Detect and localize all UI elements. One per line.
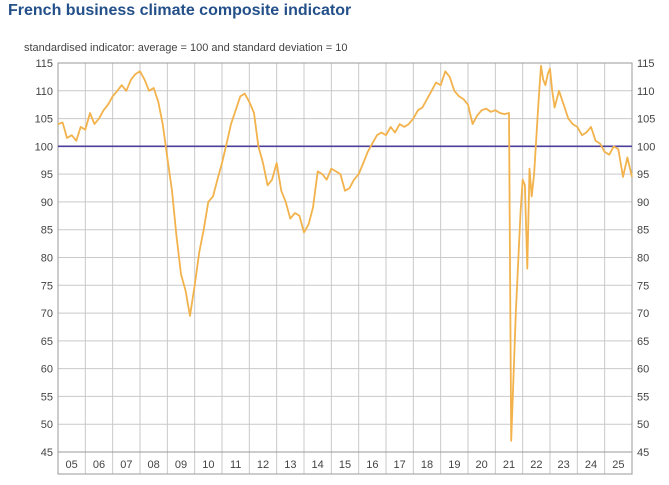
x-tick-label: 24 <box>585 459 597 471</box>
y-tick-label-left: 95 <box>41 169 53 181</box>
x-tick-label: 06 <box>93 459 105 471</box>
chart-title: French business climate composite indica… <box>8 2 352 19</box>
y-tick-label-right: 55 <box>637 391 649 403</box>
x-tick-label: 07 <box>120 459 132 471</box>
y-tick-label-right: 110 <box>637 86 655 98</box>
y-tick-label-left: 105 <box>35 114 53 126</box>
y-tick-label-right: 65 <box>637 336 649 348</box>
x-tick-label: 18 <box>421 459 433 471</box>
x-tick-label: 08 <box>148 459 160 471</box>
y-tick-label-right: 50 <box>637 419 649 431</box>
y-tick-label-left: 80 <box>41 253 53 265</box>
y-tick-label-right: 85 <box>637 225 649 237</box>
x-tick-label: 09 <box>175 459 187 471</box>
x-tick-label: 22 <box>530 459 542 471</box>
y-tick-label-right: 105 <box>637 114 655 126</box>
y-tick-label-left: 55 <box>41 391 53 403</box>
y-tick-label-right: 75 <box>637 280 649 292</box>
x-tick-label: 14 <box>312 459 324 471</box>
x-tick-label: 17 <box>394 459 406 471</box>
plot-frame <box>57 62 633 475</box>
y-tick-label-right: 45 <box>637 447 649 459</box>
x-tick-label: 11 <box>230 459 241 471</box>
x-tick-label: 12 <box>257 459 269 471</box>
x-tick-label: 15 <box>339 459 351 471</box>
y-tick-label-left: 90 <box>41 197 53 209</box>
y-tick-label-left: 100 <box>35 141 53 153</box>
x-tick-label: 23 <box>558 459 570 471</box>
x-tick-label: 16 <box>366 459 378 471</box>
y-tick-label-left: 50 <box>41 419 53 431</box>
y-tick-label-right: 60 <box>637 364 649 376</box>
y-tick-label-left: 115 <box>35 58 53 70</box>
x-tick-label: 25 <box>612 459 624 471</box>
x-tick-label: 05 <box>66 459 78 471</box>
x-tick-label: 21 <box>503 459 515 471</box>
y-tick-label-right: 95 <box>637 169 649 181</box>
y-tick-label-right: 100 <box>637 141 655 153</box>
x-tick-label: 20 <box>476 459 488 471</box>
y-tick-label-left: 85 <box>41 225 53 237</box>
y-tick-label-left: 65 <box>41 336 53 348</box>
y-tick-label-right: 90 <box>637 197 649 209</box>
series-line <box>57 64 633 442</box>
y-tick-label-left: 60 <box>41 364 53 376</box>
y-tick-label-left: 45 <box>41 447 53 459</box>
x-tick-label: 19 <box>448 459 460 471</box>
y-tick-label-left: 75 <box>41 280 53 292</box>
y-tick-label-right: 80 <box>637 253 649 265</box>
y-tick-label-left: 70 <box>41 308 53 320</box>
chart-subtitle: standardised indicator: average = 100 an… <box>24 42 348 54</box>
y-tick-label-right: 70 <box>637 308 649 320</box>
y-tick-label-left: 110 <box>35 86 53 98</box>
x-tick-label: 13 <box>284 459 296 471</box>
x-tick-label: 10 <box>202 459 214 471</box>
y-tick-label-right: 115 <box>637 58 655 70</box>
